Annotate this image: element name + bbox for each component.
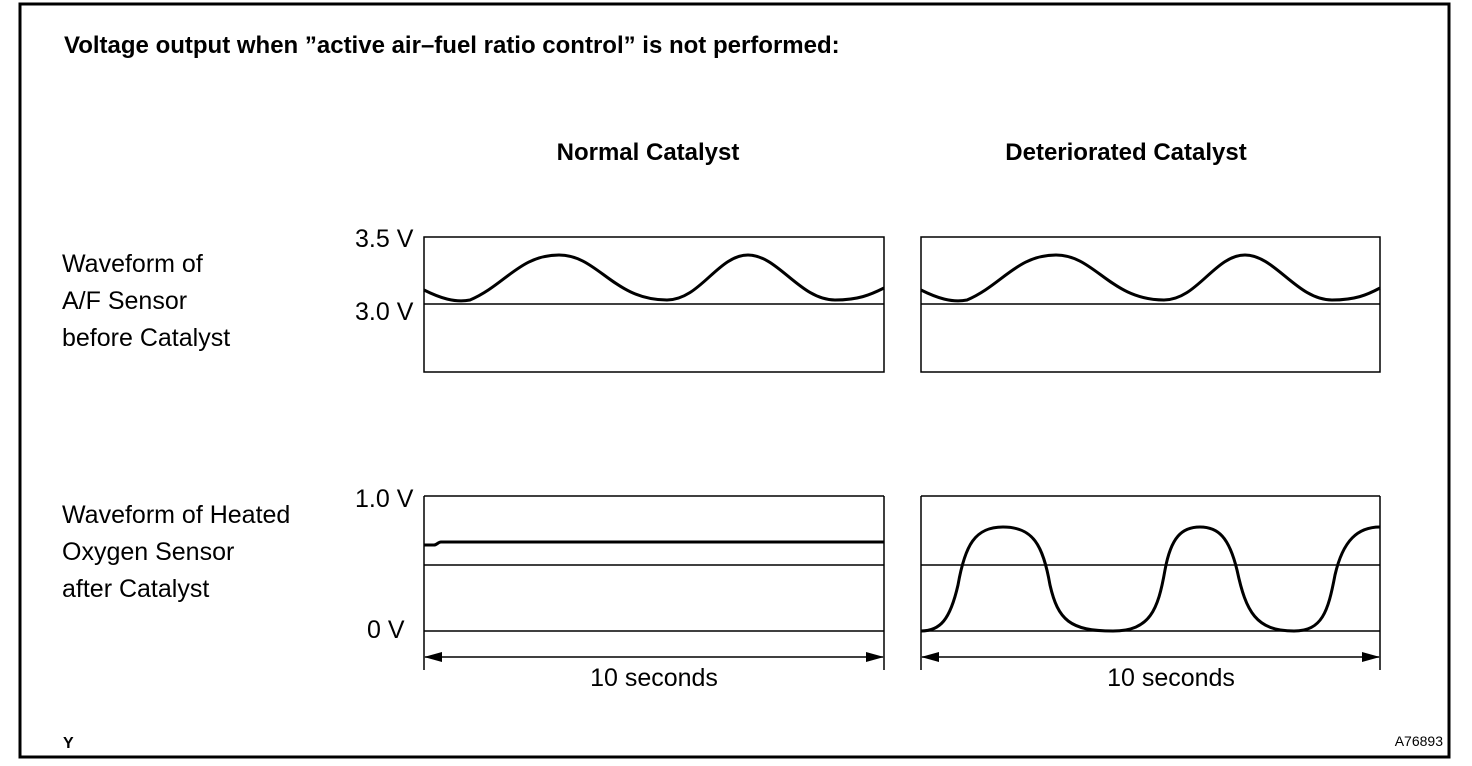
af-axis-label-top: 3.5 V xyxy=(355,225,414,253)
o2-row-label-line-1: Waveform of Heated xyxy=(62,501,290,529)
column-header-deteriorated: Deteriorated Catalyst xyxy=(1005,139,1246,166)
af-plot-deteriorated xyxy=(920,236,1381,373)
corner-left-mark: Y xyxy=(63,735,74,752)
af-axis-label-mid: 3.0 V xyxy=(355,298,414,326)
o2-row-label-line-3: after Catalyst xyxy=(62,575,209,603)
af-row-label-line-2: A/F Sensor xyxy=(62,287,187,315)
o2-plot-normal: 10 seconds xyxy=(423,495,885,692)
o2-plot-deteriorated-time-label: 10 seconds xyxy=(1107,664,1235,692)
column-header-normal: Normal Catalyst xyxy=(557,139,740,166)
o2-row-label-line-2: Oxygen Sensor xyxy=(62,538,234,566)
outer-border xyxy=(18,2,1451,759)
corner-right-code: A76893 xyxy=(1395,733,1443,749)
af-plot-deteriorated-waveform xyxy=(920,253,1381,303)
af-row-label-line-3: before Catalyst xyxy=(62,324,230,352)
af-row-label-line-1: Waveform of xyxy=(62,250,203,278)
o2-plot-deteriorated-waveform xyxy=(920,525,1381,633)
o2-axis-label-top: 1.0 V xyxy=(355,485,414,513)
o2-plot-normal-time-label: 10 seconds xyxy=(590,664,718,692)
o2-axis-label-bottom: 0 V xyxy=(367,616,405,644)
page-title: Voltage output when ”active air–fuel rat… xyxy=(64,32,840,59)
o2-plot-deteriorated: 10 seconds xyxy=(920,495,1381,692)
o2-plot-normal-waveform xyxy=(424,540,884,547)
af-plot-normal-waveform xyxy=(423,253,885,303)
af-plot-normal xyxy=(423,236,885,373)
